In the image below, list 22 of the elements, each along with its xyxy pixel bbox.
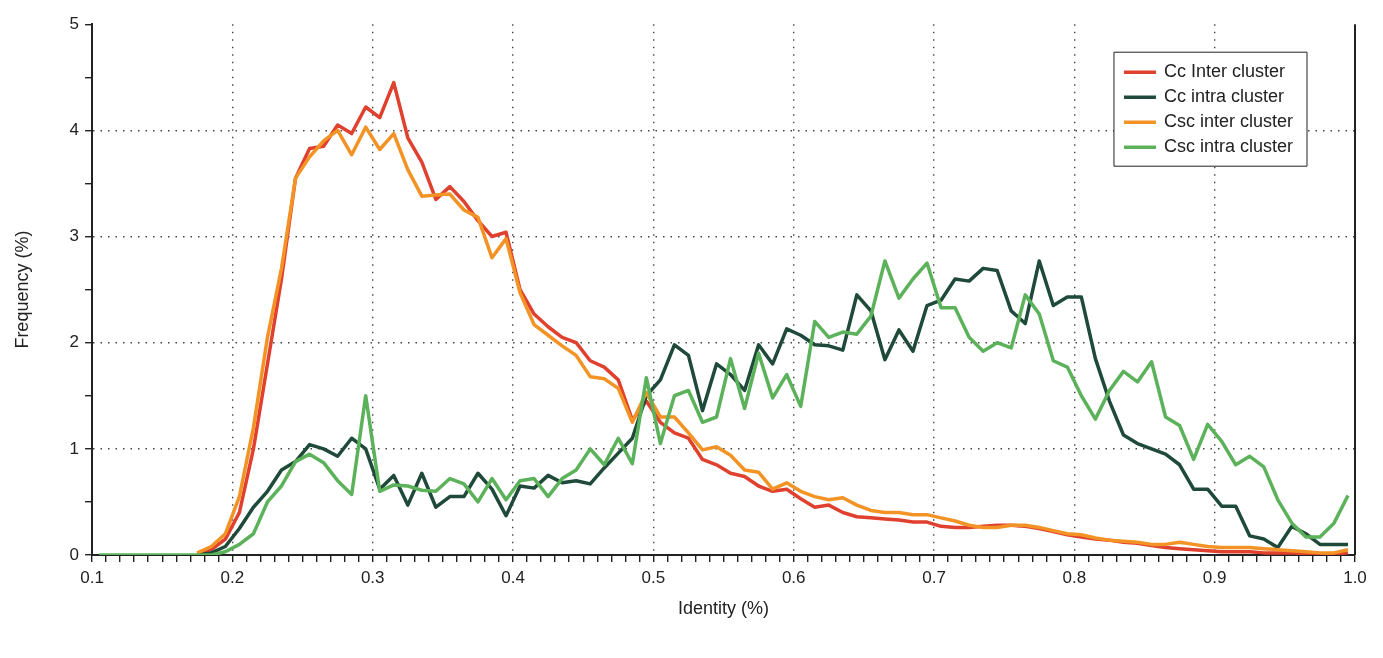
y-tick-label: 2: [69, 332, 80, 352]
x-tick-label: 0.5: [641, 567, 666, 587]
x-tick-label: 0.4: [501, 567, 525, 587]
x-tick-label: 0.6: [781, 567, 806, 587]
legend-label: Csc inter cluster: [1163, 111, 1294, 132]
y-tick-label: 3: [69, 226, 80, 246]
x-tick-label: 0.7: [922, 567, 946, 587]
x-tick-label: 0.2: [220, 567, 245, 587]
y-tick-label: 0: [69, 544, 80, 564]
y-tick-label: 4: [69, 120, 80, 140]
x-tick-label: 0.3: [360, 567, 385, 587]
y-tick-label: 1: [69, 438, 80, 458]
legend-label: Cc Inter cluster: [1163, 61, 1286, 82]
x-tick-label: 0.9: [1202, 567, 1227, 587]
y-tick-label: 5: [69, 13, 80, 33]
x-axis-title: Identity (%): [678, 598, 770, 619]
legend-label: Csc intra cluster: [1163, 136, 1294, 157]
y-axis-title: Frequency (%): [11, 230, 32, 349]
x-tick-label: 0.1: [80, 567, 104, 587]
x-tick-label: 1.0: [1343, 567, 1367, 587]
x-tick-label: 0.8: [1062, 567, 1087, 587]
legend-label: Cc intra cluster: [1163, 86, 1285, 107]
